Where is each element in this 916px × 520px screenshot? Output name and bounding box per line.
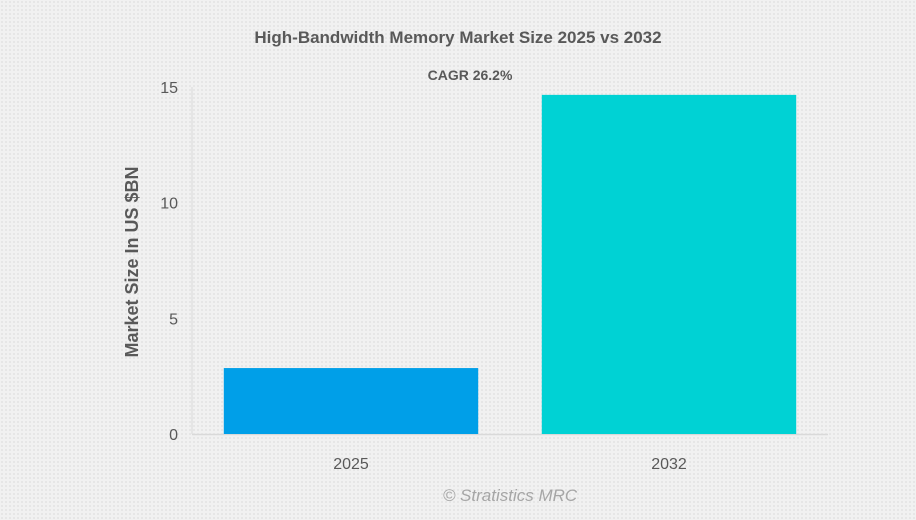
cagr-annotation: CAGR 26.2%	[428, 67, 513, 83]
x-tick-label: 2025	[333, 456, 369, 473]
chart-title: High-Bandwidth Memory Market Size 2025 v…	[254, 28, 661, 47]
y-tick-label: 5	[169, 311, 178, 328]
bar-2032	[541, 94, 797, 435]
x-tick-label: 2032	[651, 456, 687, 473]
y-axis-label: Market Size In US $BN	[122, 166, 142, 357]
y-tick-label: 0	[169, 427, 178, 444]
y-tick-label: 10	[160, 196, 178, 213]
bar-2025	[223, 368, 479, 434]
y-tick-label: 15	[160, 80, 178, 97]
watermark: © Stratistics MRC	[443, 486, 578, 505]
